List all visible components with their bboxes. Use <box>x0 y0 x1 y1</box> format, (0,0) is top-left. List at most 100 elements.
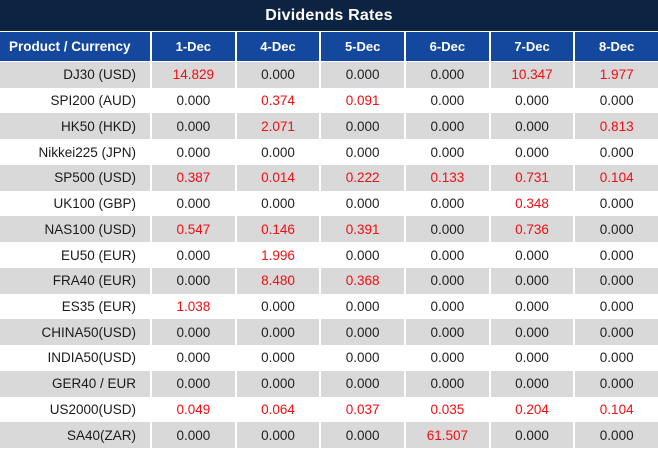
table-row: GER40 / EUR 0.000 0.000 0.000 0.000 0.000 0.00… <box>0 370 658 397</box>
table-row: UK100 (GBP) 0.000 0.000 0.000 0.000 0.348 0.00… <box>0 190 658 217</box>
dividend-value: 8.480 <box>234 267 320 294</box>
dividend-value: 0.000 <box>404 293 489 320</box>
column-header-date: 8-Dec <box>573 32 658 61</box>
dividend-value: 0.000 <box>573 242 658 268</box>
dividend-value: 0.000 <box>319 422 404 449</box>
dividend-value: 0.000 <box>234 370 320 397</box>
dividend-value: 0.014 <box>234 164 320 191</box>
dividend-value: 0.104 <box>573 164 658 191</box>
dividend-value: 10.347 <box>488 62 574 88</box>
product-name: HK50 (HKD) <box>60 118 136 134</box>
dividend-value: 0.000 <box>150 87 235 114</box>
product-name: GER40 / EUR <box>51 376 136 392</box>
dividend-value: 0.000 <box>488 242 574 268</box>
dividend-value: 0.000 <box>404 267 489 294</box>
product-name: NAS100 (USD) <box>44 221 136 237</box>
dividend-value: 0.000 <box>150 242 235 268</box>
dividend-value: 0.547 <box>150 216 235 243</box>
dividend-value: 0.222 <box>319 164 404 191</box>
dividend-value: 1.038 <box>150 293 235 320</box>
dividend-value: 0.000 <box>488 319 574 346</box>
dividend-value: 0.000 <box>573 345 658 371</box>
dividend-value: 0.000 <box>234 345 320 371</box>
dividend-value: 0.000 <box>319 293 404 320</box>
product-name: EU50 (EUR) <box>60 247 136 263</box>
dividend-value: 0.000 <box>150 345 235 371</box>
dividend-value: 0.000 <box>150 319 235 346</box>
dividend-value: 0.736 <box>488 216 574 243</box>
dividend-value: 0.374 <box>234 87 320 114</box>
dividend-value: 0.000 <box>319 62 404 88</box>
table-row: DJ30 (USD) 14.829 0.000 0.000 0.000 10.347 1.9… <box>0 62 658 88</box>
table-row: SPI200 (AUD) 0.000 0.374 0.091 0.000 0.000 0.0… <box>0 87 658 114</box>
dividend-value: 0.000 <box>234 293 320 320</box>
dividend-value: 0.000 <box>488 267 574 294</box>
dividend-value: 1.977 <box>573 62 658 88</box>
dividend-value: 1.996 <box>234 242 320 268</box>
dividend-value: 0.000 <box>404 242 489 268</box>
product-name: SA40(ZAR) <box>66 427 136 443</box>
dividend-value: 2.071 <box>234 113 320 140</box>
dividend-value: 0.204 <box>488 396 574 423</box>
dividend-value: 0.000 <box>404 190 489 217</box>
dividend-value: 0.000 <box>404 370 489 397</box>
page-title: Dividends Rates <box>265 6 393 24</box>
dividend-value: 0.000 <box>234 319 320 346</box>
table-row: EU50 (EUR) 0.000 1.996 0.000 0.000 0.000 0.000 <box>0 242 658 268</box>
column-header-date: 7-Dec <box>488 32 574 61</box>
dividend-value: 0.000 <box>488 422 574 449</box>
table-row: CHINA50(USD) 0.000 0.000 0.000 0.000 0.000 0.0… <box>0 319 658 346</box>
dividend-value: 0.133 <box>404 164 489 191</box>
dividend-value: 0.000 <box>488 345 574 371</box>
column-header-product-currency: Product / Currency <box>9 39 131 54</box>
column-header-date: 5-Dec <box>319 32 404 61</box>
dividend-value: 0.731 <box>488 164 574 191</box>
dividend-value: 0.000 <box>488 113 574 140</box>
product-name: FRA40 (EUR) <box>52 273 136 289</box>
dividend-value: 0.000 <box>234 422 320 449</box>
table-row: FRA40 (EUR) 0.000 8.480 0.368 0.000 0.000 0.00… <box>0 267 658 294</box>
table-body: DJ30 (USD) 14.829 0.000 0.000 0.000 10.347 1.9… <box>0 62 658 451</box>
table-row: NAS100 (USD) 0.547 0.146 0.391 0.000 0.736 0.0… <box>0 216 658 243</box>
dividend-value: 0.049 <box>150 396 235 423</box>
dividend-value: 0.091 <box>319 87 404 114</box>
dividend-value: 0.037 <box>319 396 404 423</box>
table-row: INDIA50(USD) 0.000 0.000 0.000 0.000 0.000 0.0… <box>0 345 658 371</box>
dividend-value: 0.000 <box>404 319 489 346</box>
product-name: DJ30 (USD) <box>63 67 136 83</box>
dividend-value: 61.507 <box>404 422 489 449</box>
dividend-value: 0.000 <box>404 216 489 243</box>
dividend-value: 0.000 <box>573 370 658 397</box>
table-row: HK50 (HKD) 0.000 2.071 0.000 0.000 0.000 0.813 <box>0 113 658 140</box>
dividend-value: 0.368 <box>319 267 404 294</box>
product-name: SPI200 (AUD) <box>50 93 136 109</box>
dividend-value: 0.000 <box>573 216 658 243</box>
dividend-value: 0.146 <box>234 216 320 243</box>
table-row: US2000(USD) 0.049 0.064 0.037 0.035 0.204 0.10… <box>0 396 658 423</box>
column-header-date: 6-Dec <box>404 32 489 61</box>
dividend-value: 0.064 <box>234 396 320 423</box>
dividend-value: 0.813 <box>573 113 658 140</box>
dividend-value: 0.104 <box>573 396 658 423</box>
dividend-value: 0.000 <box>488 293 574 320</box>
dividend-value: 0.000 <box>234 190 320 217</box>
column-header-date: 4-Dec <box>234 32 320 61</box>
dividend-value: 0.035 <box>404 396 489 423</box>
dividend-value: 0.000 <box>404 139 489 165</box>
product-name: UK100 (GBP) <box>53 196 136 212</box>
dividend-value: 0.000 <box>404 113 489 140</box>
dividend-value: 0.000 <box>319 190 404 217</box>
dividend-value: 0.000 <box>150 422 235 449</box>
dividend-value: 0.000 <box>150 267 235 294</box>
dividend-value: 0.000 <box>319 345 404 371</box>
product-name: Nikkei225 (JPN) <box>38 144 136 160</box>
dividend-value: 14.829 <box>150 62 235 88</box>
table-row: ES35 (EUR) 1.038 0.000 0.000 0.000 0.000 0.000 <box>0 293 658 320</box>
dividend-value: 0.000 <box>404 62 489 88</box>
dividend-value: 0.387 <box>150 164 235 191</box>
dividend-value: 0.000 <box>404 345 489 371</box>
dividend-value: 0.000 <box>150 190 235 217</box>
dividend-value: 0.000 <box>573 87 658 114</box>
dividend-value: 0.000 <box>573 139 658 165</box>
